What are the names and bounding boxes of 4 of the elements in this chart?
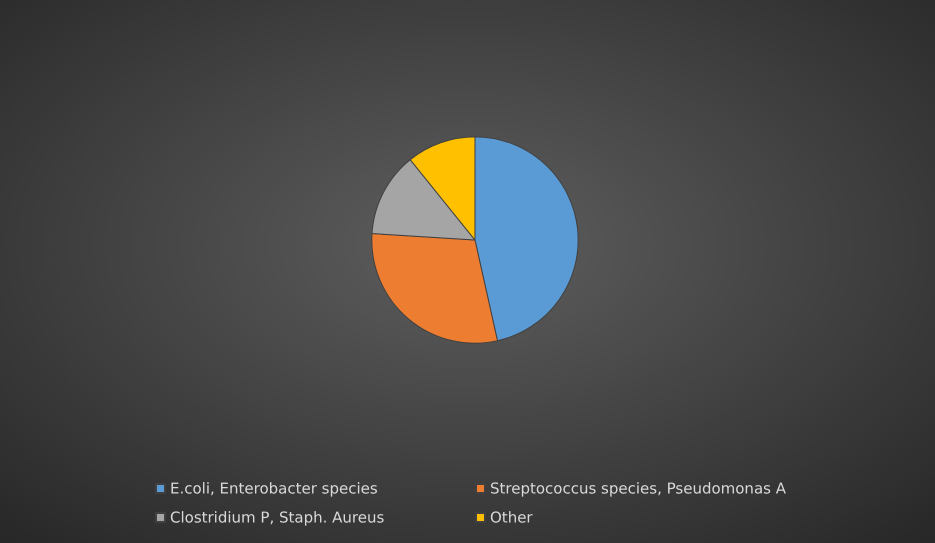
legend-label: Streptococcus species, Pseudomonas A — [490, 480, 787, 498]
legend-label: Clostridium P, Staph. Aureus — [170, 508, 385, 526]
legend-label: Other — [490, 508, 534, 526]
legend-label: E.coli, Enterobacter species — [170, 480, 378, 498]
